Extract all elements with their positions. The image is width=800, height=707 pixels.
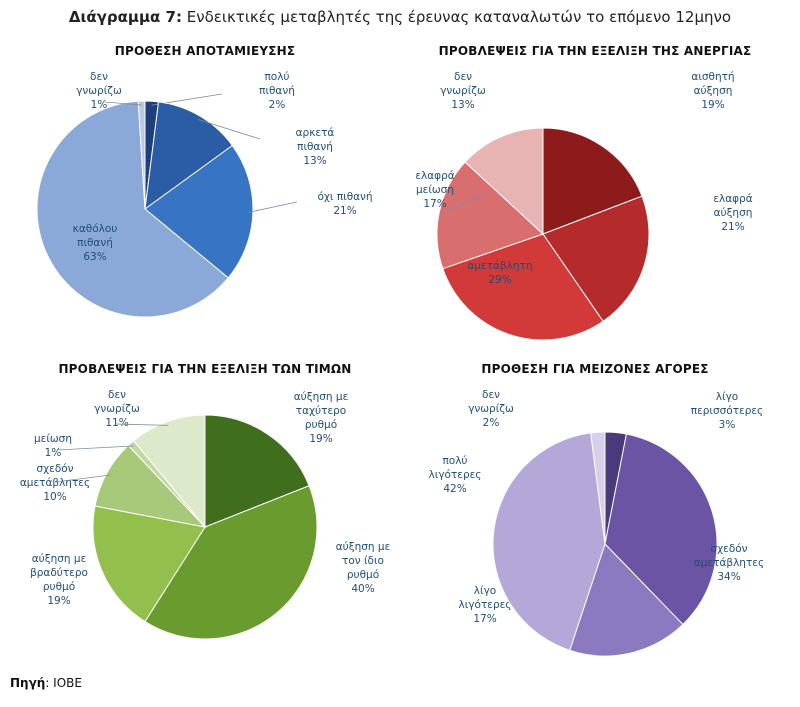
pie-slice <box>144 144 254 279</box>
pie-chart-unemployment: αισθητή αύξηση 19% ελαφρά αύξηση 21% αμετάβλητ… <box>415 71 753 341</box>
pie-slice <box>542 127 643 235</box>
pie-slice <box>144 101 234 211</box>
slice-label: πολύ λιγότερες 42% <box>429 455 482 495</box>
pie-chart-purchases: λίγο περισσότερες 3% σχεδόν αμετάβλητες 34% λί… <box>429 389 764 657</box>
leader-line <box>114 423 169 426</box>
slice-label: πολύ πιθανή 2% <box>259 71 295 111</box>
leader-line <box>248 201 298 213</box>
slice-label: σχεδόν αμετάβλητες 10% <box>20 463 90 503</box>
source-note: Πηγή: ΙΟΒΕ <box>10 676 82 690</box>
pie-slice <box>464 127 544 236</box>
source-value: : ΙΟΒΕ <box>45 676 82 690</box>
pie-slice <box>204 414 310 528</box>
leader-line <box>442 193 486 214</box>
pie-slice <box>137 100 146 210</box>
pie-slice <box>569 543 684 657</box>
chart-panel-unemployment: ΠΡΟΒΛΕΨΕΙΣ ΓΙΑ ΤΗΝ ΕΞΕΛΙΞΗ ΤΗΣ ΑΝΕΡΓΙΑΣ … <box>405 44 785 364</box>
chart-title: ΠΡΟΘΕΣΗ ΓΙΑ ΜΕΙΖΟΝΕΣ ΑΓΟΡΕΣ <box>481 362 709 376</box>
chart-panel-savings: ΠΡΟΘΕΣΗ ΑΠΟΤΑΜΙΕΥΣΗΣ πολύ πιθανή 2% αρκετά π… <box>15 44 395 364</box>
figure-title-text: Ενδεικτικές μεταβλητές της έρευνας καταν… <box>181 8 732 26</box>
slice-label: λίγο περισσότερες 3% <box>691 391 763 431</box>
chart-panel-purchases: ΠΡΟΘΕΣΗ ΓΙΑ ΜΕΙΖΟΝΕΣ ΑΓΟΡΕΣ λίγο περισσότ… <box>405 362 785 682</box>
slice-label: ελαφρά αύξηση 21% <box>713 193 752 233</box>
slice-label: αύξηση με ταχύτερο ρυθμό 19% <box>294 391 349 445</box>
slice-label: δεν γνωρίζω 11% <box>94 389 140 429</box>
pie-slice <box>492 432 606 651</box>
pie-chart-savings: πολύ πιθανή 2%αρκετά πιθανή 13% όχι πιθανή 21%… <box>36 71 373 318</box>
slice-label: αισθητή αύξηση 19% <box>691 71 734 111</box>
slice-label: αμετάβλητη 29% <box>467 260 532 286</box>
pie-slice <box>436 161 544 270</box>
chart-panel-prices: ΠΡΟΒΛΕΨΕΙΣ ΓΙΑ ΤΗΝ ΕΞΕΛΙΞΗ ΤΩΝ ΤΙΜΩΝ αύξ… <box>15 362 395 682</box>
leader-line <box>54 474 111 483</box>
chart-title: ΠΡΟΒΛΕΨΕΙΣ ΓΙΑ ΤΗΝ ΕΞΕΛΙΞΗ ΤΗΣ ΑΝΕΡΓΙΑΣ <box>438 44 752 58</box>
pie-slice <box>132 414 206 529</box>
leader-line <box>104 101 142 106</box>
figure-title: Διάγραμμα 7: Ενδεικτικές μεταβλητές της … <box>0 8 800 26</box>
slice-label: λίγο λιγότερες 17% <box>459 585 512 625</box>
slice-label: αύξηση με τον ίδιο ρυθμό 40% <box>336 541 391 595</box>
slice-label: μείωση 1% <box>34 433 72 459</box>
slice-label: καθόλου πιθανή 63% <box>73 223 118 263</box>
pie-slice <box>442 233 604 341</box>
source-label: Πηγή <box>10 676 46 690</box>
chart-title: ΠΡΟΘΕΣΗ ΑΠΟΤΑΜΙΕΥΣΗΣ <box>114 44 296 58</box>
slice-label: δεν γνωρίζω 13% <box>440 71 486 111</box>
slice-label: δεν γνωρίζω 2% <box>468 389 514 429</box>
pie-slice <box>144 485 318 640</box>
figure-title-prefix: Διάγραμμα 7: <box>68 8 182 26</box>
pie-slice <box>604 433 718 626</box>
chart-title: ΠΡΟΒΛΕΨΕΙΣ ΓΙΑ ΤΗΝ ΕΞΕΛΙΞΗ ΤΩΝ ΤΙΜΩΝ <box>58 362 352 376</box>
pie-chart-prices: αύξηση με ταχύτερο ρυθμό 19% αύξηση με τον ίδ… <box>20 389 391 640</box>
leader-line <box>56 445 134 451</box>
slice-label: δεν γνωρίζω 1% <box>76 71 122 111</box>
slice-label: σχεδόν αμετάβλητες 34% <box>694 543 764 583</box>
slice-label: ελαφρά μείωση 17% <box>415 170 454 210</box>
pie-slice <box>542 195 650 323</box>
pie-slice <box>36 100 229 318</box>
leader-line <box>197 119 261 140</box>
slice-label: αύξηση με βραδύτερο ρυθμό 19% <box>30 553 88 607</box>
pie-slice <box>92 505 206 623</box>
slice-label: αρκετά πιθανή 13% <box>296 127 335 167</box>
slice-label: όχι πιθανή 21% <box>317 191 372 217</box>
pie-slice <box>590 431 606 545</box>
